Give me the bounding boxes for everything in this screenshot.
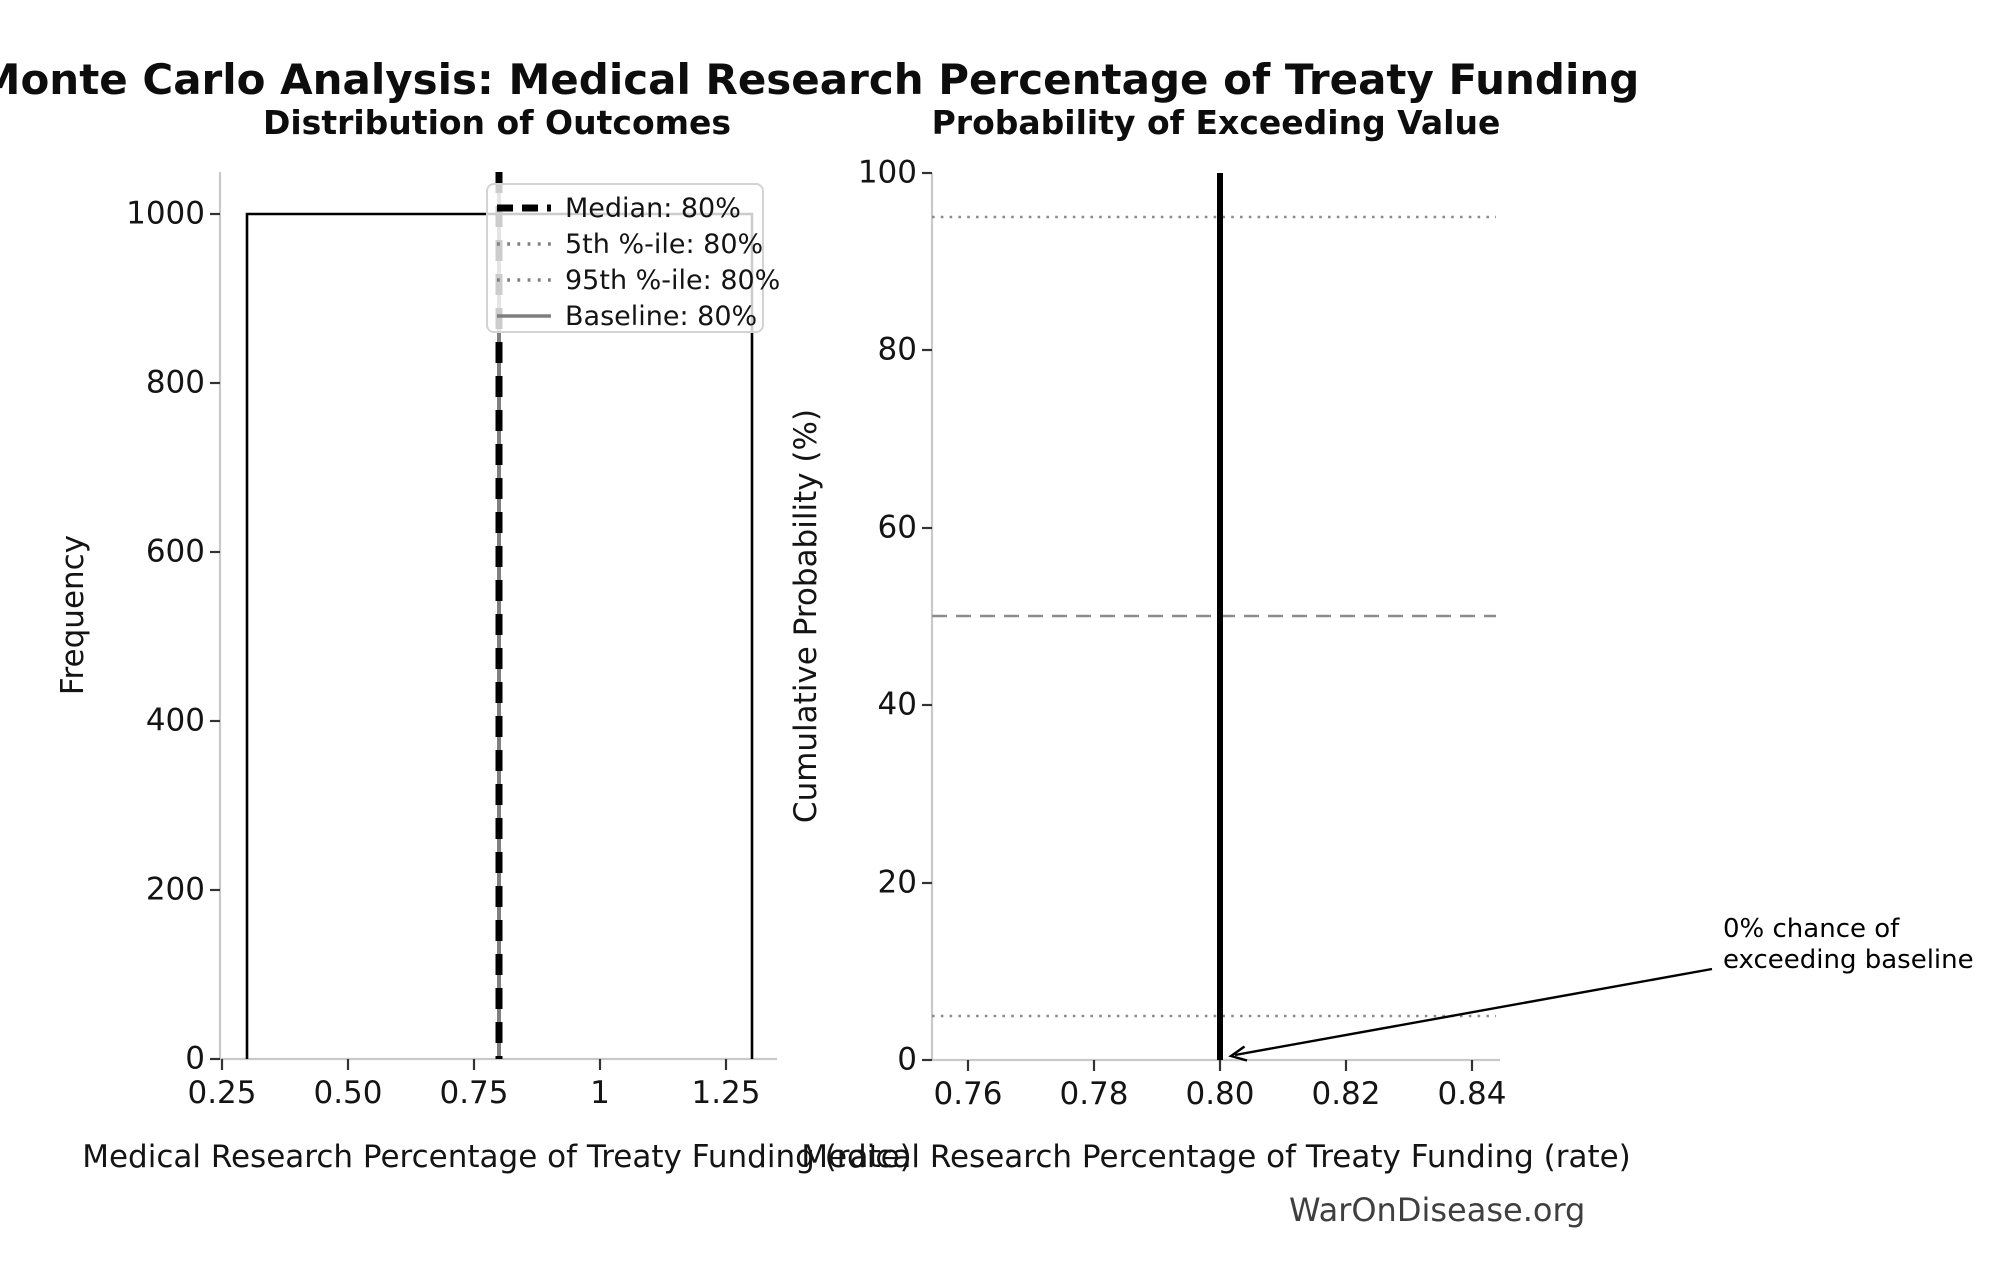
right-plot-y-tickmarks — [922, 171, 932, 1062]
right-ytick-60: 60 — [877, 509, 917, 546]
left-ytick-600: 600 — [145, 533, 205, 570]
baseline-line-key — [497, 314, 551, 318]
left-plot-xlabel: Medical Research Percentage of Treaty Fu… — [82, 1139, 912, 1175]
left-xtick-075: 0.75 — [439, 1075, 509, 1111]
legend-row-p95: 95th %-ile: 80% — [497, 262, 780, 298]
legend-row-p5: 5th %-ile: 80% — [497, 226, 764, 262]
left-xtick-050: 0.50 — [313, 1075, 383, 1111]
right-ytick-80: 80 — [877, 331, 917, 368]
left-plot-x-tickmarks — [220, 1059, 728, 1070]
legend-label-p95: 95th %-ile: 80% — [565, 264, 781, 296]
left-xtick-125: 1.25 — [691, 1075, 761, 1111]
left-ytick-200: 200 — [145, 871, 205, 908]
right-xtick-084: 0.84 — [1437, 1076, 1507, 1112]
right-plot-title: Probability of Exceeding Value — [931, 103, 1501, 142]
left-xtick-1: 1 — [590, 1075, 610, 1111]
right-xtick-080: 0.80 — [1185, 1076, 1255, 1112]
left-ytick-400: 400 — [145, 702, 205, 739]
legend-row-baseline: Baseline: 80% — [497, 298, 762, 334]
annotation-text: 0% chance of exceeding baseline — [1723, 914, 1974, 975]
legend-row-median: Median: 80% — [497, 190, 762, 226]
legend-label-p5: 5th %-ile: 80% — [565, 228, 764, 260]
right-plot-xlabel: Medical Research Percentage of Treaty Fu… — [801, 1139, 1631, 1175]
left-xtick-025: 0.25 — [187, 1075, 257, 1111]
p5-line-key — [497, 242, 551, 246]
right-ytick-20: 20 — [877, 864, 917, 901]
right-plot-x-tickmarks — [966, 1060, 1474, 1071]
left-ytick-0: 0 — [185, 1040, 205, 1077]
left-plot-title: Distribution of Outcomes — [262, 103, 732, 142]
right-ytick-100: 100 — [857, 154, 917, 191]
left-plot-ylabel: Frequency — [55, 534, 91, 696]
right-xtick-076: 0.76 — [933, 1076, 1003, 1112]
right-ytick-0: 0 — [897, 1041, 917, 1078]
right-xtick-082: 0.82 — [1311, 1076, 1381, 1112]
annotation-arrow — [1228, 967, 1713, 1062]
legend-box: Median: 80% 5th %-ile: 80% 95th %-ile: 8… — [486, 183, 780, 334]
right-ytick-40: 40 — [877, 686, 917, 723]
figure-title: Monte Carlo Analysis: Medical Research P… — [0, 55, 1640, 104]
right-xtick-078: 0.78 — [1059, 1076, 1129, 1112]
p95-line-key — [497, 278, 551, 282]
right-plot-ylabel: Cumulative Probability (%) — [788, 408, 824, 824]
median-line-key — [497, 204, 551, 212]
legend-label-baseline: Baseline: 80% — [565, 300, 758, 332]
left-ytick-1000: 1000 — [126, 195, 205, 232]
left-ytick-800: 800 — [145, 364, 205, 401]
footer-watermark: WarOnDisease.org — [1289, 1191, 1586, 1229]
left-plot-y-tickmarks — [210, 212, 220, 1061]
legend-label-median: Median: 80% — [565, 192, 741, 224]
